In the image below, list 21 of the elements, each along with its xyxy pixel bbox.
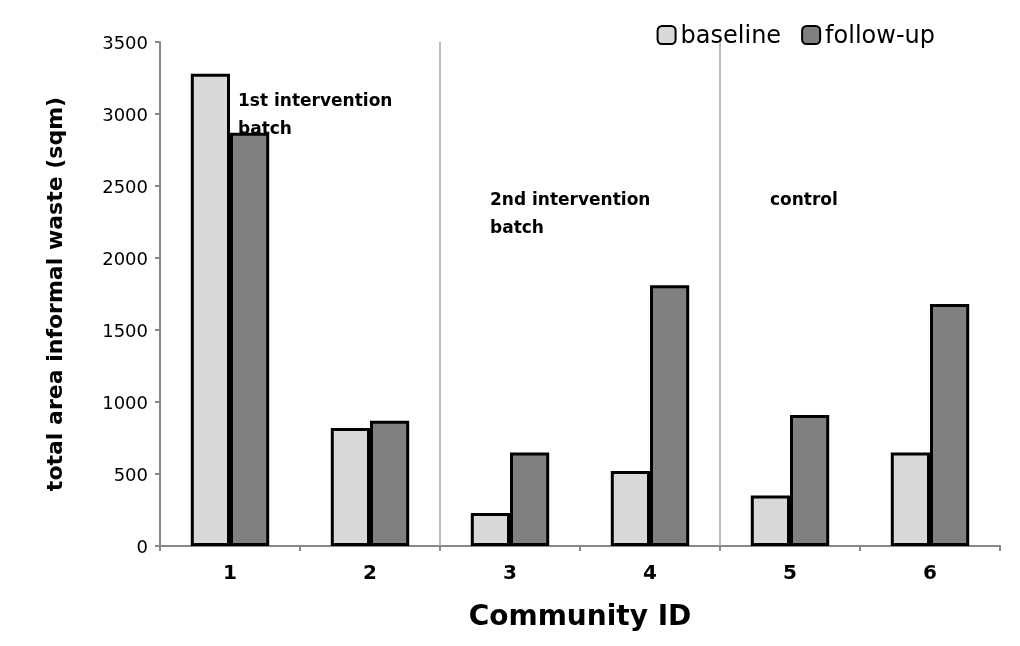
y-tick-label: 1500	[102, 319, 148, 341]
y-axis-title: total area informal waste (sqm)	[41, 96, 67, 492]
legend-label: baseline	[680, 21, 782, 49]
y-tick-label: 2000	[102, 247, 148, 269]
annotation: 1st intervention batch	[238, 90, 393, 138]
x-tick-label: 6	[923, 560, 937, 584]
x-axis-title: Community ID	[468, 598, 692, 632]
x-tick-label: 2	[363, 560, 377, 584]
x-tick-label: 4	[643, 560, 657, 584]
annotation: control	[770, 189, 838, 209]
y-tick-label: 2500	[102, 175, 148, 197]
y-tick-label: 0	[136, 535, 148, 557]
annotation: 2nd intervention batch	[490, 189, 651, 237]
y-tick-label: 3500	[102, 31, 148, 53]
x-tick-label: 5	[783, 560, 797, 584]
y-tick-label: 500	[113, 463, 148, 485]
x-tick-label: 3	[503, 560, 517, 584]
y-tick-label: 1000	[102, 391, 148, 413]
legend-label: follow-up	[825, 21, 935, 49]
x-tick-label: 1	[223, 560, 237, 584]
y-tick-label: 3000	[102, 103, 148, 125]
